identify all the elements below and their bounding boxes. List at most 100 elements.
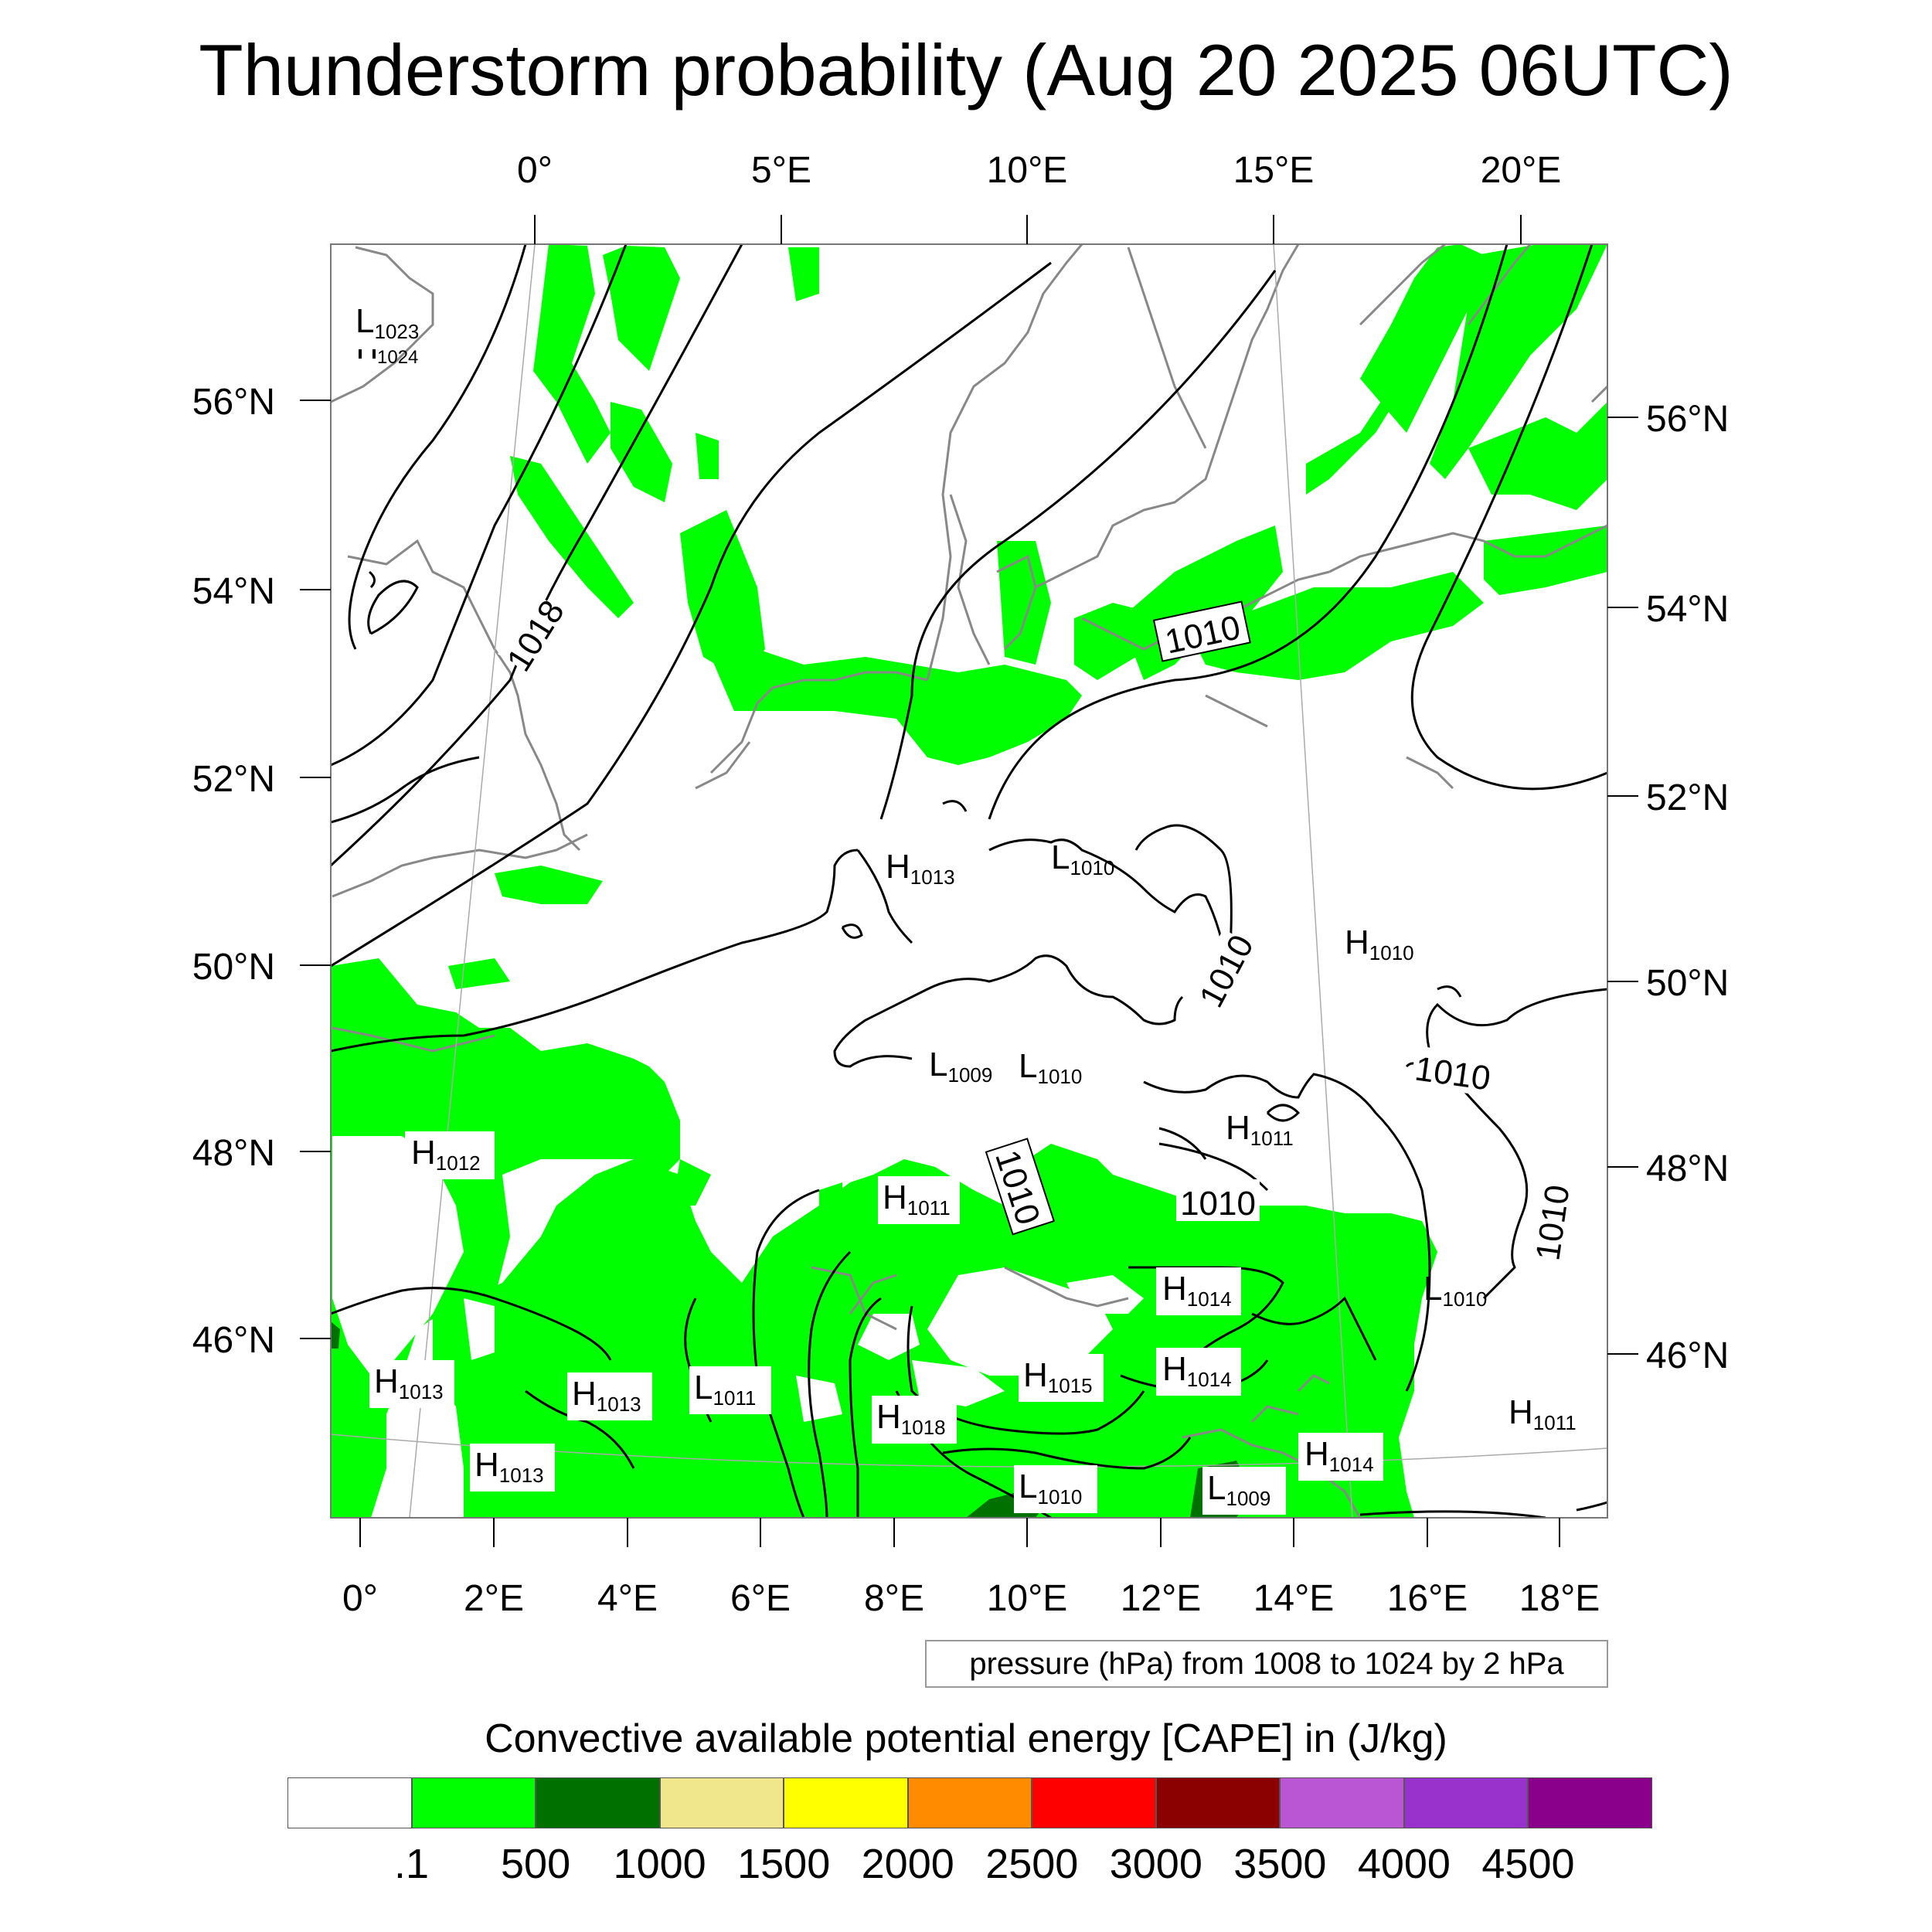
center-type: H: [1304, 1435, 1329, 1473]
pressure-center: H1014: [1156, 1348, 1241, 1396]
lat-label-right: 54°N: [1646, 589, 1729, 630]
center-value: 1014: [1329, 1453, 1374, 1476]
colorbar-swatch: [1155, 1777, 1281, 1828]
center-value: 1009: [1226, 1487, 1270, 1510]
isobar-1024-marker: [359, 349, 376, 359]
lat-label-right: 46°N: [1646, 1335, 1729, 1376]
center-value: 1010: [1037, 1485, 1082, 1509]
lon-label-bottom: 18°E: [1519, 1578, 1600, 1619]
svg-text:H1018: H1018: [876, 1398, 946, 1439]
svg-text:L1010: L1010: [1019, 1468, 1082, 1509]
colorbar-tick-label: 2000: [861, 1841, 954, 1887]
pressure-center: L1010: [1019, 1047, 1082, 1088]
colorbar-tick-label: 2500: [985, 1841, 1079, 1887]
coastline: [331, 244, 1607, 1518]
lon-label-bottom: 16°E: [1387, 1578, 1468, 1619]
center-type: H: [883, 1179, 907, 1216]
svg-text:H1010: H1010: [1345, 923, 1414, 964]
colorbar-swatch: [1528, 1777, 1653, 1828]
lon-label-bottom: 8°E: [864, 1578, 924, 1619]
center-value: 1011: [1533, 1411, 1577, 1434]
right-lat-labels: 56°N 54°N 52°N 50°N 48°N 46°N: [1646, 399, 1729, 1376]
lat-label-left: 56°N: [192, 382, 275, 423]
center-type: H: [1162, 1270, 1187, 1308]
center-value: 1012: [436, 1151, 481, 1175]
colorbar-swatch: [287, 1777, 412, 1828]
center-type: L: [929, 1046, 947, 1083]
pressure-center: L1010: [1051, 838, 1114, 879]
isobar-label: 1010: [1180, 1185, 1256, 1223]
colorbar: [287, 1777, 1653, 1828]
lat-label-left: 54°N: [192, 571, 275, 612]
top-lon-labels: 0° 5°E 10°E 15°E 20°E: [517, 150, 1561, 191]
center-type: H: [876, 1398, 901, 1436]
svg-text:L1009: L1009: [1207, 1469, 1270, 1510]
svg-text:H1011: H1011: [1226, 1109, 1294, 1150]
lon-label-bottom: 14°E: [1253, 1578, 1335, 1619]
center-type: H: [572, 1375, 597, 1413]
center-value: 1010: [1442, 1287, 1487, 1311]
colorbar-tick-label: 3000: [1109, 1841, 1202, 1887]
isobar-label-group: 1010: [1176, 1179, 1260, 1223]
pressure-center: H1014: [1298, 1433, 1383, 1481]
lon-label-bottom: 12°E: [1121, 1578, 1202, 1619]
pressure-center: H1011: [878, 1176, 960, 1224]
center-type: H: [1226, 1109, 1250, 1147]
center-type: H: [1345, 923, 1369, 961]
pressure-center: H1013: [886, 848, 955, 889]
lat-label-right: 52°N: [1646, 777, 1729, 818]
svg-text:H1013: H1013: [374, 1362, 444, 1403]
svg-text:L1023: L1023: [355, 302, 419, 343]
center-value: 1014: [1187, 1368, 1232, 1391]
svg-text:H1011: H1011: [1509, 1393, 1577, 1434]
svg-text:H1013: H1013: [572, 1375, 641, 1416]
pressure-center: H1015: [1019, 1354, 1104, 1402]
isobar-label: 1024: [377, 347, 418, 368]
lat-label-right: 48°N: [1646, 1148, 1729, 1189]
colorbar-swatch: [1280, 1777, 1404, 1828]
center-type: L: [1207, 1469, 1226, 1507]
axis-ticks: [300, 215, 1638, 1547]
center-value: 1010: [1037, 1065, 1082, 1088]
center-value: 1015: [1048, 1374, 1093, 1397]
colorbar-swatch: [1032, 1777, 1156, 1828]
center-value: 1018: [901, 1416, 946, 1439]
svg-text:H1015: H1015: [1023, 1356, 1093, 1397]
colorbar-swatch: [784, 1777, 908, 1828]
bottom-lon-labels: 0° 2°E 4°E 6°E 8°E 10°E 12°E 14°E 16°E 1…: [342, 1578, 1600, 1619]
pressure-center: H1014: [1156, 1267, 1241, 1315]
center-value: 1010: [1070, 856, 1114, 879]
pressure-note: pressure (hPa) from 1008 to 1024 by 2 hP…: [925, 1640, 1608, 1688]
center-value: 1014: [1187, 1287, 1232, 1311]
center-type: H: [1509, 1393, 1533, 1431]
lon-label-bottom: 4°E: [597, 1578, 658, 1619]
center-type: L: [1019, 1468, 1037, 1505]
lat-label-left: 50°N: [192, 947, 275, 988]
colorbar-tick-label: 4500: [1481, 1841, 1575, 1887]
pressure-center: H1011: [1226, 1109, 1294, 1150]
lon-label-top: 10°E: [987, 150, 1068, 191]
colorbar-swatch: [1403, 1777, 1529, 1828]
svg-text:L1011: L1011: [694, 1369, 756, 1410]
colorbar-tick-label: .1: [394, 1841, 430, 1887]
lon-label-top: 5°E: [751, 150, 811, 191]
center-value: 1010: [1369, 941, 1414, 964]
lon-label-top: 15°E: [1233, 150, 1315, 191]
svg-text:H1011: H1011: [883, 1179, 951, 1219]
colorbar-tick-label: 1500: [737, 1841, 831, 1887]
center-type: L: [694, 1369, 713, 1406]
center-value: 1011: [713, 1386, 756, 1410]
center-type: L: [355, 302, 374, 340]
colorbar-swatch: [411, 1777, 536, 1828]
pressure-center: L1010: [1014, 1465, 1097, 1513]
center-type: H: [1162, 1350, 1187, 1388]
svg-text:H1012: H1012: [411, 1134, 481, 1175]
lat-label-right: 56°N: [1646, 399, 1729, 440]
pressure-center: L1009: [1202, 1467, 1286, 1515]
svg-text:H1013: H1013: [474, 1446, 544, 1487]
cape-gap: [332, 1136, 1144, 1422]
colorbar-title: Convective available potential energy [C…: [485, 1716, 1447, 1761]
colorbar-tick-label: 1000: [613, 1841, 706, 1887]
pressure-center: H1013: [369, 1360, 454, 1408]
